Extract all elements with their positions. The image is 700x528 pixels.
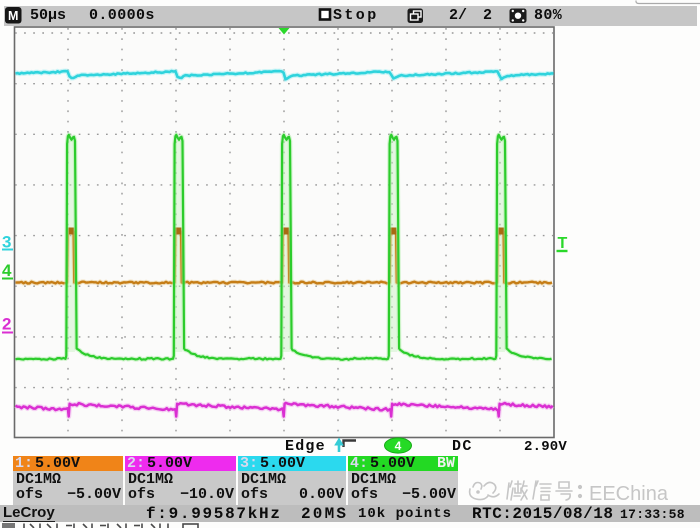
svg-text:2: 2 — [2, 315, 11, 334]
svg-text:EEChina: EEChina — [589, 483, 669, 505]
svg-text:4: 4 — [2, 261, 12, 280]
svg-text:4: 4 — [395, 439, 402, 453]
svg-text:3: 3 — [2, 233, 11, 252]
svg-text:T: T — [558, 235, 568, 252]
svg-text:M: M — [8, 9, 18, 23]
